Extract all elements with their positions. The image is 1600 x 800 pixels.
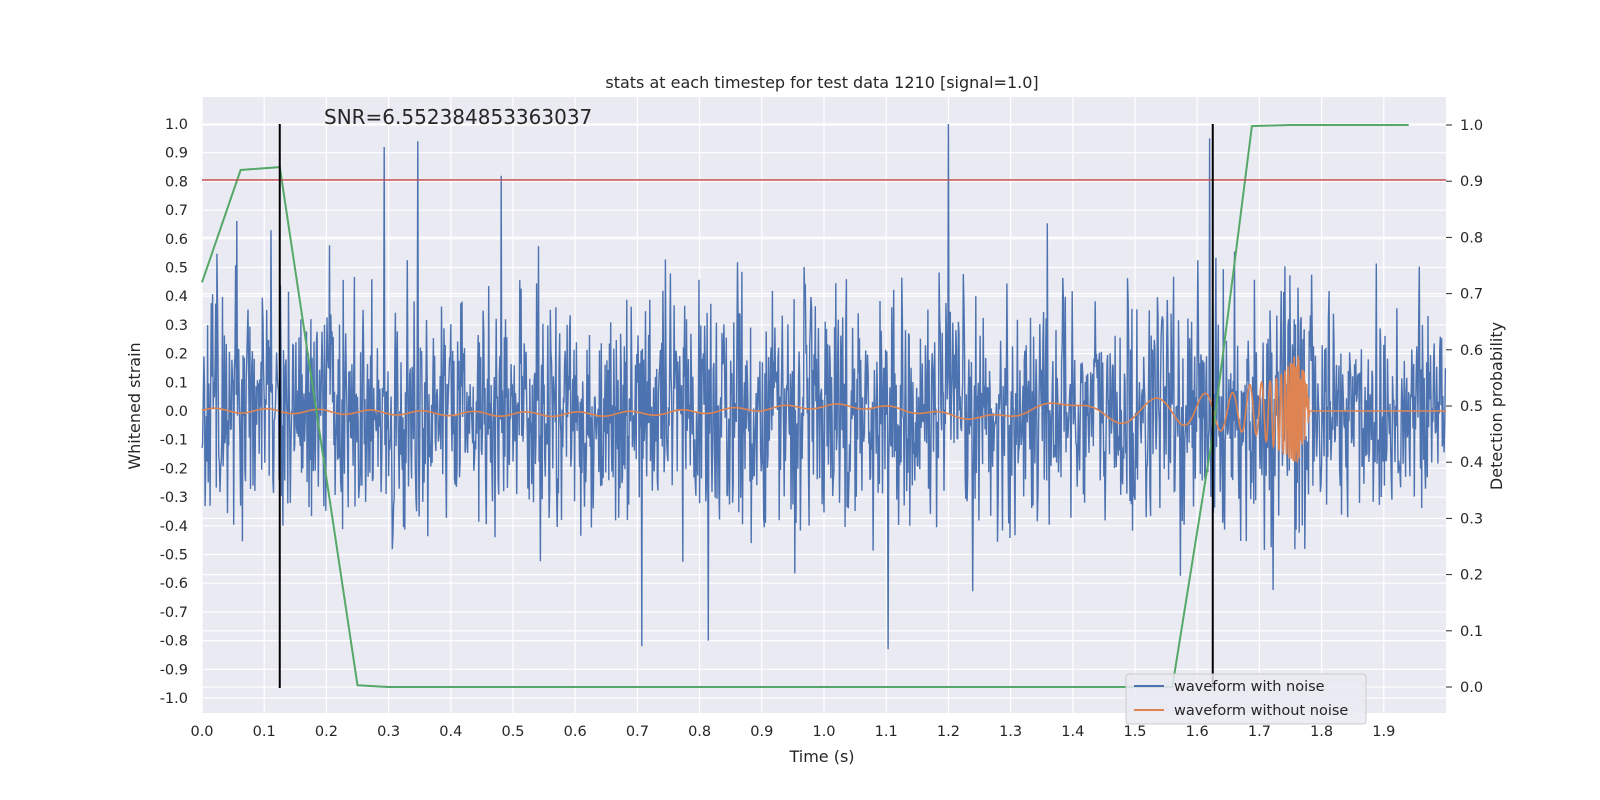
x-tick-label: 0.8 (688, 724, 711, 740)
y-tick-label: -0.4 (160, 519, 188, 535)
x-axis-label: Time (s) (788, 747, 854, 766)
x-tick-label: 0.1 (253, 724, 276, 740)
y-tick-label: 0.4 (165, 289, 188, 305)
x-tick-label: 1.6 (1186, 724, 1209, 740)
x-tick-label: 0.7 (626, 724, 649, 740)
x-tick-label: 1.0 (812, 724, 835, 740)
y-right-tick-label: 0.0 (1460, 680, 1483, 696)
chart-title: stats at each timestep for test data 121… (605, 73, 1038, 92)
reference-lines (202, 124, 1446, 688)
y-tick-label: 1.0 (165, 117, 188, 133)
y-right-tick-label: 0.9 (1460, 174, 1483, 190)
legend: waveform with noise waveform without noi… (1125, 673, 1367, 725)
y-tick-label: -0.3 (160, 490, 188, 506)
y-tick-label: 0.6 (165, 232, 188, 248)
y-tick-label: -0.8 (160, 634, 188, 650)
x-tick-label: 1.3 (999, 724, 1022, 740)
y-tick-label: -1.0 (160, 691, 188, 707)
y-tick-label: 0.9 (165, 146, 188, 162)
x-tick-label: 1.7 (1248, 724, 1271, 740)
series-waveform-without-noise (201, 355, 1446, 463)
x-tick-label: 1.9 (1372, 724, 1395, 740)
y-right-tick-label: 0.7 (1460, 287, 1483, 303)
y-tick-label: -0.9 (160, 662, 188, 678)
y-tick-label: -0.7 (160, 605, 188, 621)
x-tick-label: 1.8 (1310, 724, 1333, 740)
y-right-tick-label: 0.3 (1460, 511, 1483, 527)
x-tick-label: 0.2 (315, 724, 338, 740)
series-detection-probability (201, 124, 1409, 688)
x-tick-label: 0.4 (439, 724, 462, 740)
y-tick-label: 0.7 (165, 203, 188, 219)
y-right-tick-label: 0.5 (1460, 399, 1483, 415)
y-tick-label: -0.2 (160, 461, 188, 477)
x-tick-label: 0.6 (564, 724, 587, 740)
x-tick-label: 1.1 (875, 724, 898, 740)
y-tick-label: 0.8 (165, 174, 188, 190)
y-axis-label: Whitened strain (125, 342, 144, 469)
y-right-tick-label: 0.6 (1460, 343, 1483, 359)
y-tick-label: 0.3 (165, 318, 188, 334)
x-tick-label: 0.0 (190, 724, 213, 740)
legend-label-noise: waveform with noise (1174, 679, 1325, 695)
y-tick-label: -0.6 (160, 576, 188, 592)
y-tick-label: -0.5 (160, 548, 188, 564)
legend-box (1125, 673, 1367, 725)
data-layer (201, 123, 1447, 688)
x-tick-label: 0.3 (377, 724, 400, 740)
y-tick-label: 0.5 (165, 261, 188, 277)
y-right-tick-label: 0.1 (1460, 624, 1483, 640)
series-waveform-with-noise (201, 123, 1447, 650)
y-right-tick-label: 0.2 (1460, 568, 1483, 584)
y-right-tick-label: 1.0 (1460, 118, 1483, 134)
y-right-axis-ticks: 1.0 0.9 0.8 0.7 0.6 0.5 0.4 0.3 0.2 0.1 0.0 (1446, 118, 1483, 696)
y-tick-label: 0.2 (165, 347, 188, 363)
x-tick-label: 1.2 (937, 724, 960, 740)
snr-annotation: SNR=6.552384853363037 (324, 105, 592, 129)
x-tick-label: 0.5 (501, 724, 524, 740)
y-tick-label: 0.0 (165, 404, 188, 420)
y-right-tick-label: 0.4 (1460, 455, 1483, 471)
y-tick-label: -0.1 (160, 433, 188, 449)
legend-label-clean: waveform without noise (1174, 703, 1348, 719)
x-tick-label: 1.4 (1061, 724, 1084, 740)
y-axis-ticks: 1.0 0.9 0.8 0.7 0.6 0.5 0.4 0.3 0.2 0.1 0.0 -0.1 -0.… (160, 117, 188, 707)
x-tick-label: 1.5 (1123, 724, 1146, 740)
y-tick-label: 0.1 (165, 375, 188, 391)
x-tick-label: 0.9 (750, 724, 773, 740)
y-right-axis-label: Detection probability (1487, 322, 1506, 490)
x-axis-ticks: 0.0 0.1 0.2 0.3 0.4 0.5 0.6 0.7 0.8 0.9 1.0 1.1 1.2 1… (190, 724, 1395, 740)
y-right-tick-label: 0.8 (1460, 230, 1483, 246)
